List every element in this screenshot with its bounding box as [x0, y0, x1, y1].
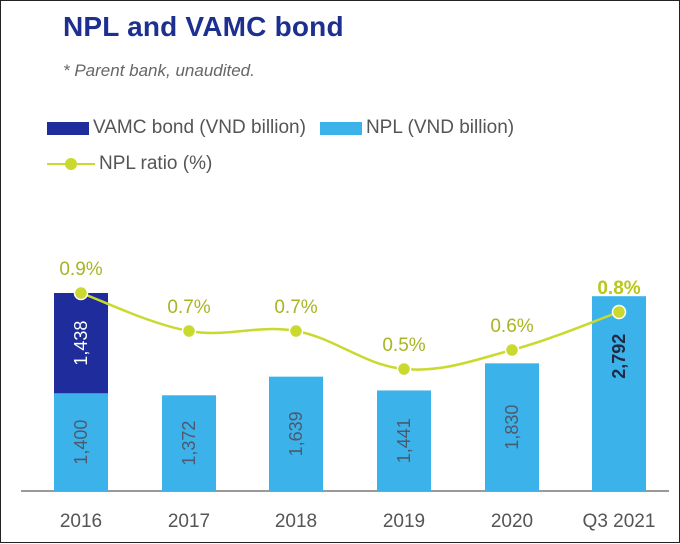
legend-row-1: VAMC bond (VND billion) NPL (VND billion…	[47, 117, 514, 139]
bar-npl-2019	[377, 390, 431, 491]
npl-ratio-point	[504, 342, 520, 358]
chart-title: NPL and VAMC bond	[63, 11, 344, 42]
npl-ratio-label: 0.7%	[167, 297, 210, 318]
npl-ratio-label: 0.6%	[490, 316, 533, 337]
npl-value-label: 1,441	[394, 418, 414, 463]
bar-npl-q3-2021	[592, 296, 646, 491]
legend-vamc-label: VAMC bond (VND billion)	[93, 117, 306, 138]
legend-ratio-label: NPL ratio (%)	[99, 153, 213, 174]
npl-ratio-point	[73, 285, 89, 301]
x-tick-label: 2017	[168, 511, 210, 532]
npl-ratio-label: 0.7%	[274, 297, 317, 318]
x-tick-label: 2018	[275, 511, 317, 532]
legend-vamc-swatch	[47, 121, 89, 135]
chart-subtitle: * Parent bank, unaudited.	[63, 61, 255, 80]
npl-ratio-point	[396, 361, 412, 377]
npl-value-label: 2,792	[609, 334, 629, 379]
npl-value-label: 1,400	[71, 420, 91, 465]
bar-npl-2017	[162, 395, 216, 491]
vamc-value-label: 1,438	[71, 321, 91, 366]
npl-value-label: 1,639	[286, 411, 306, 456]
legend-ratio-swatch	[47, 157, 95, 171]
legend-npl-label: NPL (VND billion)	[365, 117, 515, 138]
npl-ratio-label: 0.8%	[597, 278, 640, 299]
legend-npl-swatch	[319, 121, 362, 135]
npl-ratio-point	[288, 323, 304, 339]
legend-row-2: NPL ratio (%)	[47, 153, 212, 175]
npl-value-label: 1,372	[179, 421, 199, 466]
npl-ratio-point	[181, 323, 197, 339]
npl-ratio-line	[80, 291, 620, 371]
npl-ratio-point	[611, 304, 627, 320]
x-tick-label: 2020	[491, 511, 533, 532]
bar-npl-2020	[485, 363, 539, 491]
npl-ratio-label: 0.5%	[382, 335, 425, 356]
bar-npl-2016	[54, 393, 108, 491]
bar-npl-2018	[269, 376, 323, 491]
x-tick-label: Q3 2021	[583, 511, 656, 532]
x-tick-label: 2019	[383, 511, 425, 532]
npl-ratio-label: 0.9%	[59, 259, 102, 280]
bar-vamc-2016	[54, 293, 108, 394]
npl-value-label: 1,830	[502, 405, 522, 450]
x-tick-label: 2016	[60, 511, 102, 532]
